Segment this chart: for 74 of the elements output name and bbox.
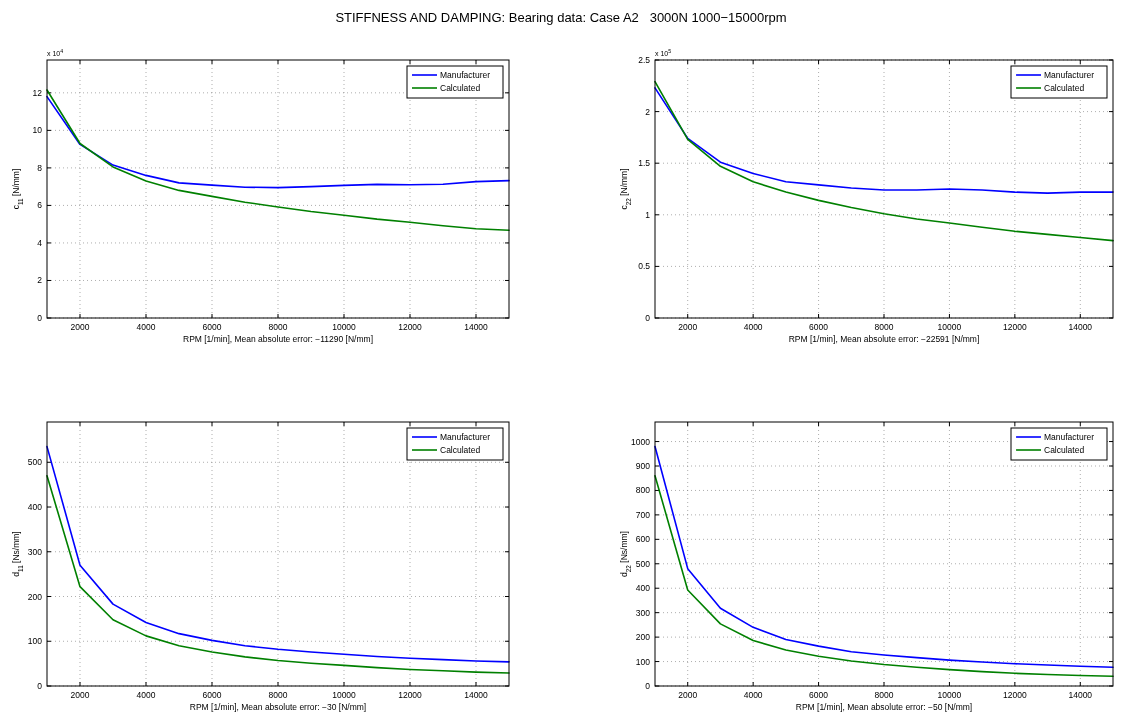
x-tick-label: 2000 — [70, 690, 90, 700]
y-tick-label: 400 — [635, 583, 651, 594]
x-axis-title: RPM [1/min], Mean absolute error: −22591 [N/mm] — [788, 334, 980, 344]
x-tick-label: 12000 — [398, 322, 423, 332]
y-tick-label: 0 — [37, 313, 43, 323]
y-tick-label: 4 — [37, 237, 43, 248]
x-tick-label: 10000 — [937, 690, 962, 700]
y-tick-label: 1.5 — [638, 158, 651, 169]
y-tick-label: 0.5 — [638, 261, 651, 272]
x-tick-label: 4000 — [743, 690, 763, 700]
y-tick-label: 2 — [645, 106, 651, 117]
x-tick-label: 6000 — [809, 322, 829, 332]
x-tick-label: 6000 — [202, 322, 222, 332]
y-tick-label: 500 — [27, 457, 43, 468]
y-tick-label: 1000 — [631, 436, 651, 447]
x-axis-title: RPM [1/min], Mean absolute error: −11290 [N/mm] — [183, 334, 373, 344]
y-tick-label: 12 — [32, 87, 43, 98]
legend-label: Manufacturer — [1044, 432, 1095, 442]
line-series — [654, 80, 1114, 242]
x-tick-label: 4000 — [136, 690, 156, 700]
x-tick-label: 10000 — [937, 322, 962, 332]
x-axis-title: RPM [1/min], Mean absolute error: −50 [N/mm] — [795, 702, 973, 712]
x-tick-label: 12000 — [398, 690, 423, 700]
x-tick-label: 12000 — [1003, 322, 1027, 332]
x-tick-label: 8000 — [268, 322, 288, 332]
y-tick-label: 10 — [32, 125, 43, 136]
y-tick-label: 0 — [645, 681, 651, 691]
y-tick-label: 300 — [635, 607, 651, 618]
y-tick-label: 8 — [37, 162, 43, 173]
x-tick-label: 10000 — [332, 322, 357, 332]
y-tick-label: 0 — [37, 681, 43, 691]
legend-label: Manufacturer — [1044, 70, 1095, 80]
x-tick-label: 2000 — [70, 322, 90, 332]
x-axis-title: RPM [1/min], Mean absolute error: −30 [N/mm] — [189, 702, 367, 712]
legend-label: Calculated — [440, 445, 481, 455]
x-tick-label: 14000 — [1068, 322, 1093, 332]
y-tick-label: 900 — [635, 461, 651, 471]
y-tick-label: 0 — [645, 313, 651, 323]
y-tick-label: 2 — [37, 275, 43, 286]
legend-label: Calculated — [1044, 445, 1085, 455]
x-tick-label: 4000 — [743, 322, 763, 332]
y-tick-label: 100 — [635, 656, 651, 667]
y-tick-label: 300 — [27, 546, 43, 557]
legend-label: Manufacturer — [440, 432, 491, 442]
x-tick-label: 8000 — [874, 322, 894, 332]
y-tick-label: 200 — [635, 632, 651, 643]
y-tick-label: 200 — [27, 591, 43, 602]
x-tick-label: 14000 — [464, 690, 489, 700]
x-tick-label: 12000 — [1003, 690, 1027, 700]
line-series — [46, 95, 510, 189]
y-tick-label: 2.5 — [638, 55, 651, 65]
x-tick-label: 10000 — [332, 690, 357, 700]
y-tick-label: 400 — [27, 502, 43, 513]
x-tick-label: 14000 — [1068, 690, 1093, 700]
legend-label: Manufacturer — [440, 70, 491, 80]
y-tick-label: 800 — [635, 485, 651, 496]
y-tick-label: 6 — [37, 200, 43, 211]
y-tick-label: 600 — [635, 534, 651, 545]
line-series — [46, 89, 510, 231]
y-tick-label: 700 — [635, 509, 651, 520]
legend-label: Calculated — [440, 83, 481, 93]
x-tick-label: 6000 — [202, 690, 222, 700]
x-tick-label: 4000 — [136, 322, 156, 332]
x-tick-label: 2000 — [678, 322, 698, 332]
y-tick-label: 500 — [635, 558, 651, 569]
y-tick-label: 1 — [645, 209, 651, 220]
x-tick-label: 8000 — [874, 690, 894, 700]
x-tick-label: 14000 — [464, 322, 489, 332]
x-tick-label: 8000 — [268, 690, 288, 700]
y-tick-label: 100 — [27, 636, 43, 647]
legend-label: Calculated — [1044, 83, 1085, 93]
x-tick-label: 6000 — [809, 690, 829, 700]
text: STIFFNESS AND DAMPING: Bearing data: Case A2 3000N 1000−15000rpm — [335, 10, 787, 25]
x-tick-label: 2000 — [678, 690, 698, 700]
